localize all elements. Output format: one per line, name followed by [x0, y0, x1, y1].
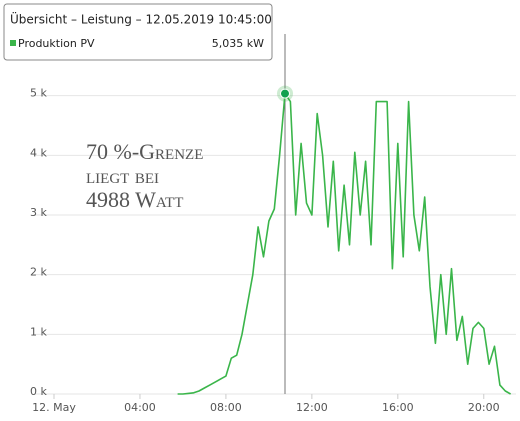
x-tick-label: 20:00 — [468, 401, 500, 414]
y-tick-label: 4 k — [30, 146, 47, 159]
legend-swatch — [10, 40, 16, 46]
x-tick-label: 04:00 — [124, 401, 156, 414]
y-tick-label: 2 k — [30, 266, 47, 279]
tooltip-value: 5,035 kW — [212, 37, 264, 50]
annotation: 4988 Watt — [86, 187, 183, 212]
y-tick-label: 1 k — [30, 325, 47, 338]
y-tick-label: 3 k — [30, 206, 47, 219]
plot: 0 k 1 k 2 k 3 k 4 k 5 k 12. May 04:00 08:00 12:00… — [30, 34, 516, 414]
annotation: 70 %-Grenze — [86, 139, 203, 164]
x-tick-label: 08:00 — [210, 401, 242, 414]
x-tick-label: 12:00 — [296, 401, 328, 414]
tooltip: Übersicht – Leistung – 12.05.2019 10:45:… — [3, 3, 273, 61]
x-tick-label: 12. May — [32, 401, 76, 414]
tooltip-box — [3, 3, 273, 61]
y-tick-label: 5 k — [30, 87, 47, 100]
tooltip-title: Übersicht – Leistung – 12.05.2019 10:45:… — [10, 11, 272, 27]
x-tick-label: 16:00 — [382, 401, 414, 414]
legend-entry: Produktion PV — [18, 37, 95, 50]
line — [177, 92, 511, 395]
y-tick-label: 0 k — [30, 385, 47, 398]
annotation: liegt bei — [86, 163, 159, 188]
hover-point — [280, 88, 290, 99]
